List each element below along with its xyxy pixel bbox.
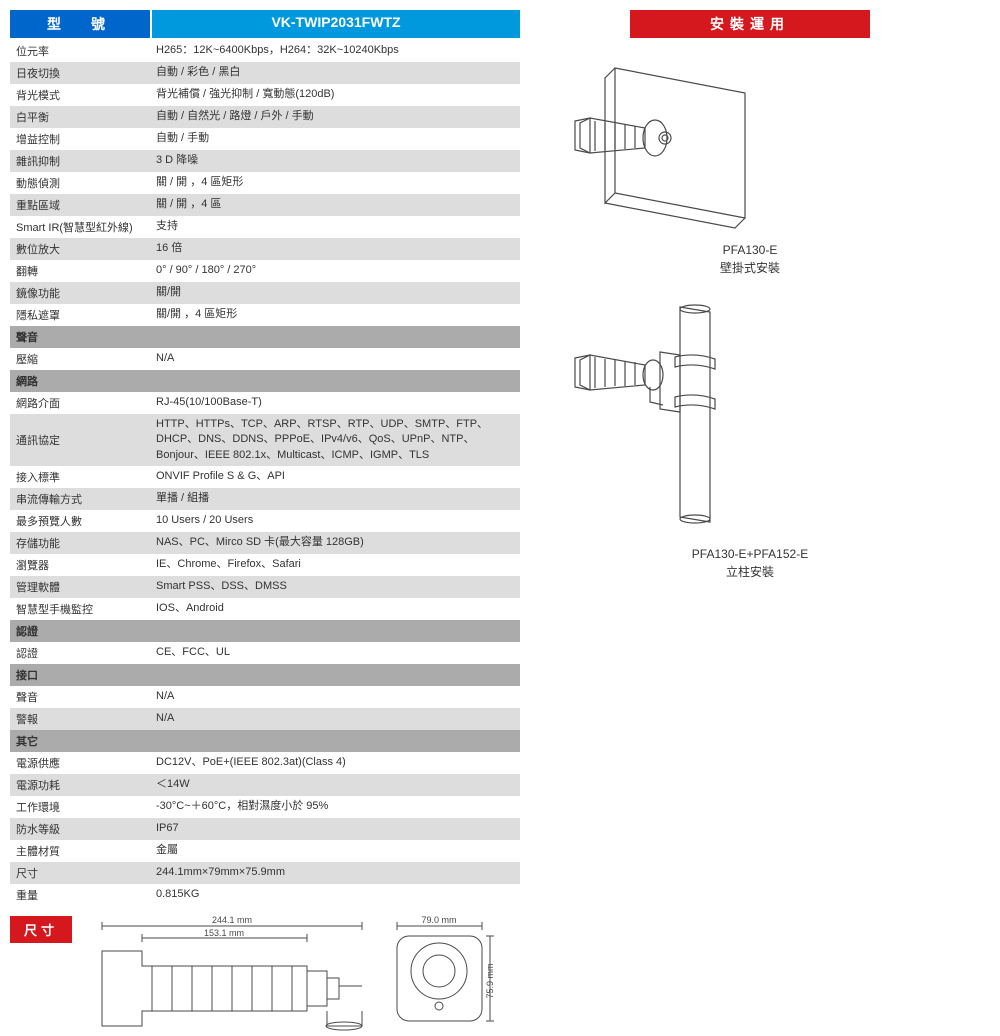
spec-label: 翻轉 — [10, 260, 150, 282]
spec-value: 自動 / 自然光 / 路燈 / 戶外 / 手動 — [150, 106, 520, 127]
spec-label: 接入標準 — [10, 466, 150, 488]
svg-text:244.1 mm: 244.1 mm — [212, 916, 252, 925]
model-header-label: 型 號 — [10, 10, 150, 38]
spec-value: 16 倍 — [150, 238, 520, 259]
spec-label: 鏡像功能 — [10, 282, 150, 304]
spec-label: 存儲功能 — [10, 532, 150, 554]
spec-value: IE、Chrome、Firefox、Safari — [150, 554, 520, 575]
spec-value: NAS、PC、Mirco SD 卡(最大容量 128GB) — [150, 532, 520, 553]
dimension-drawing: 244.1 mm 153.1 mm — [82, 916, 502, 1036]
spec-label: 雜訊抑制 — [10, 150, 150, 172]
spec-label: 瀏覽器 — [10, 554, 150, 576]
spec-label: 串流傳輸方式 — [10, 488, 150, 510]
spec-label: 警報 — [10, 708, 150, 730]
spec-label: 白平衡 — [10, 106, 150, 128]
spec-label: 工作環境 — [10, 796, 150, 818]
spec-value: -30°C~＋60°C，相對濕度小於 95% — [150, 796, 520, 817]
model-number: VK-TWIP2031FWTZ — [152, 10, 520, 38]
spec-label: 動態偵測 — [10, 172, 150, 194]
dimensions-header: 尺寸 — [10, 916, 72, 943]
spec-value: ONVIF Profile S & G、API — [150, 466, 520, 487]
spec-value: 10 Users / 20 Users — [150, 510, 520, 531]
spec-value: 單播 / 組播 — [150, 488, 520, 509]
spec-label: 認證 — [10, 642, 150, 664]
spec-value: 支持 — [150, 216, 520, 237]
spec-value: 背光補償 / 強光抑制 / 寬動態(120dB) — [150, 84, 520, 105]
spec-value: DC12V、PoE+(IEEE 802.3at)(Class 4) — [150, 752, 520, 773]
spec-label: 網路介面 — [10, 392, 150, 414]
section-interface: 接口 — [10, 664, 520, 686]
wall-mount-model: PFA130-E — [535, 241, 965, 259]
spec-label: 通訊協定 — [10, 429, 150, 451]
section-cert: 認證 — [10, 620, 520, 642]
spec-value: IP67 — [150, 818, 520, 839]
spec-label: 位元率 — [10, 40, 150, 62]
spec-value: CE、FCC、UL — [150, 642, 520, 663]
spec-label: 主體材質 — [10, 840, 150, 862]
svg-text:75.9 mm: 75.9 mm — [485, 964, 495, 999]
spec-value: IOS、Android — [150, 598, 520, 619]
spec-value: N/A — [150, 686, 520, 707]
spec-value: HTTP、HTTPs、TCP、ARP、RTSP、RTP、UDP、SMTP、FTP… — [150, 414, 520, 466]
spec-value: 關/開 — [150, 282, 520, 303]
section-network: 網路 — [10, 370, 520, 392]
spec-value: H265：12K~6400Kbps，H264：32K~10240Kbps — [150, 40, 520, 61]
spec-value: 244.1mm×79mm×75.9mm — [150, 862, 520, 883]
spec-label: 最多預覽人數 — [10, 510, 150, 532]
section-audio: 聲音 — [10, 326, 520, 348]
spec-value: 關 / 開 ，4 區矩形 — [150, 172, 520, 193]
spec-value: 自動 / 手動 — [150, 128, 520, 149]
spec-label: 隱私遮罩 — [10, 304, 150, 326]
spec-table: 型 號 VK-TWIP2031FWTZ 位元率H265：12K~6400Kbps… — [10, 10, 520, 1036]
spec-value: RJ-45(10/100Base-T) — [150, 392, 520, 413]
spec-label: 尺寸 — [10, 862, 150, 884]
spec-label: 重量 — [10, 884, 150, 906]
spec-label: 防水等級 — [10, 818, 150, 840]
pole-mount-model: PFA130-E+PFA152-E — [535, 545, 965, 563]
spec-label: 背光模式 — [10, 84, 150, 106]
spec-value: N/A — [150, 708, 520, 729]
spec-label: 壓縮 — [10, 348, 150, 370]
spec-value: 金屬 — [150, 840, 520, 861]
spec-value: Smart PSS、DSS、DMSS — [150, 576, 520, 597]
spec-label: 電源供應 — [10, 752, 150, 774]
spec-label: 電源功耗 — [10, 774, 150, 796]
spec-value: ＜14W — [150, 774, 520, 795]
spec-label: 數位放大 — [10, 238, 150, 260]
spec-value: N/A — [150, 348, 520, 369]
svg-text:79.0 mm: 79.0 mm — [422, 916, 457, 925]
install-header: 安裝運用 — [630, 10, 870, 38]
wall-mount-figure: PFA130-E 壁掛式安裝 — [535, 53, 965, 277]
spec-value: 0° / 90° / 180° / 270° — [150, 260, 520, 281]
spec-value: 0.815KG — [150, 884, 520, 905]
svg-text:153.1 mm: 153.1 mm — [204, 928, 244, 938]
spec-label: 聲音 — [10, 686, 150, 708]
spec-label: Smart IR(智慧型紅外線) — [10, 216, 150, 238]
spec-label: 重點區域 — [10, 194, 150, 216]
spec-value: 關/開 ，4 區矩形 — [150, 304, 520, 325]
spec-value: 3 D 降噪 — [150, 150, 520, 171]
spec-label: 日夜切換 — [10, 62, 150, 84]
spec-value: 關 / 開 ，4 區 — [150, 194, 520, 215]
pole-mount-type: 立柱安裝 — [535, 563, 965, 581]
spec-value: 自動 / 彩色 / 黑白 — [150, 62, 520, 83]
spec-label: 管理軟體 — [10, 576, 150, 598]
spec-label: 增益控制 — [10, 128, 150, 150]
pole-mount-figure: PFA130-E+PFA152-E 立柱安裝 — [535, 297, 965, 581]
section-other: 其它 — [10, 730, 520, 752]
wall-mount-type: 壁掛式安裝 — [535, 259, 965, 277]
spec-label: 智慧型手機監控 — [10, 598, 150, 620]
